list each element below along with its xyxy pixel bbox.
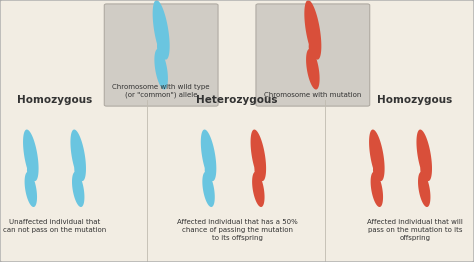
FancyBboxPatch shape	[104, 4, 218, 106]
Polygon shape	[371, 172, 383, 207]
Polygon shape	[304, 0, 321, 60]
Text: Homozygous: Homozygous	[377, 95, 452, 105]
Polygon shape	[23, 129, 38, 181]
Text: Chromosome with wild type
(or "common") allele: Chromosome with wild type (or "common") …	[112, 84, 210, 98]
FancyBboxPatch shape	[256, 4, 370, 106]
Polygon shape	[157, 41, 165, 57]
Polygon shape	[205, 165, 212, 178]
Polygon shape	[420, 165, 428, 178]
Polygon shape	[153, 0, 170, 60]
Polygon shape	[417, 129, 432, 181]
Text: Chromosome with mutation: Chromosome with mutation	[264, 92, 362, 98]
Polygon shape	[71, 129, 86, 181]
Text: Heterozygous: Heterozygous	[196, 95, 278, 105]
Polygon shape	[27, 165, 35, 178]
Polygon shape	[252, 172, 264, 207]
Polygon shape	[309, 41, 317, 57]
Text: Unaffected individual that
can not pass on the mutation: Unaffected individual that can not pass …	[3, 219, 106, 233]
Polygon shape	[201, 129, 216, 181]
Polygon shape	[251, 129, 266, 181]
Polygon shape	[418, 172, 430, 207]
Polygon shape	[202, 172, 215, 207]
Polygon shape	[369, 129, 384, 181]
Polygon shape	[72, 172, 84, 207]
Text: Homozygous: Homozygous	[17, 95, 92, 105]
Polygon shape	[373, 165, 381, 178]
Polygon shape	[306, 49, 319, 90]
Text: Affected individual that has a 50%
chance of passing the mutation
to its offspri: Affected individual that has a 50% chanc…	[177, 219, 297, 241]
Text: Affected individual that will
pass on the mutation to its
offspring: Affected individual that will pass on th…	[367, 219, 463, 241]
Polygon shape	[255, 165, 262, 178]
Polygon shape	[155, 49, 168, 90]
Polygon shape	[25, 172, 37, 207]
Polygon shape	[74, 165, 82, 178]
